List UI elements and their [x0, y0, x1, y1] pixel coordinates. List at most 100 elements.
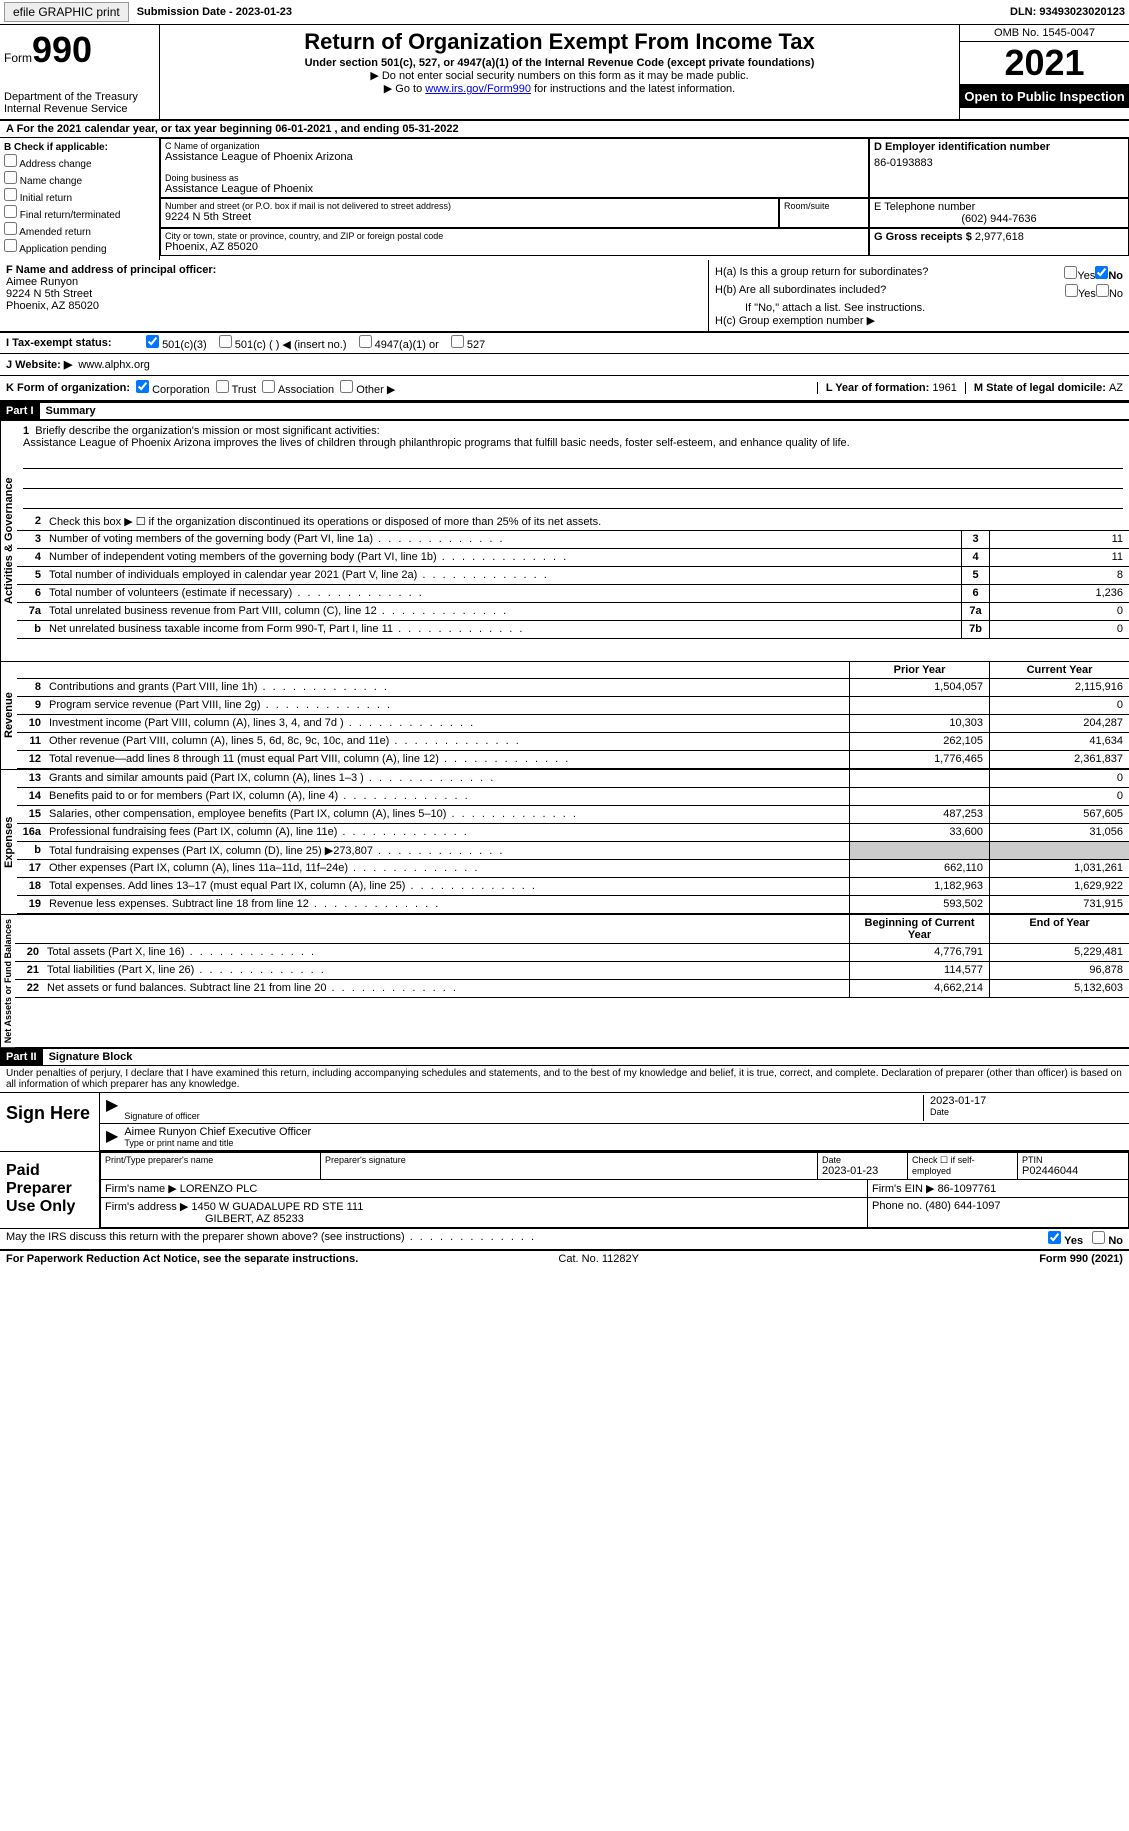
street-label: Number and street (or P.O. box if mail i…: [165, 201, 774, 211]
table-row: 20 Total assets (Part X, line 16) 4,776,…: [15, 944, 1129, 962]
form-subtitle: Under section 501(c), 527, or 4947(a)(1)…: [168, 57, 951, 69]
firm-ein-label: Firm's EIN ▶: [872, 1183, 938, 1195]
preparer-block: Paid Preparer Use Only Print/Type prepar…: [0, 1151, 1129, 1228]
revenue-vlabel: Revenue: [0, 662, 17, 769]
chk-final-return[interactable]: Final return/terminated: [4, 205, 155, 221]
tax-year: 2021: [960, 42, 1129, 85]
hb-yes[interactable]: Yes: [1065, 284, 1096, 300]
firm-name-label: Firm's name ▶: [105, 1183, 180, 1195]
treasury-dept: Department of the Treasury Internal Reve…: [4, 91, 155, 115]
firm-addr2: GILBERT, AZ 85233: [205, 1213, 304, 1225]
org-name-label: C Name of organization: [165, 141, 864, 151]
part-2-header: Part II Signature Block: [0, 1047, 1129, 1066]
gross-receipts-label: G Gross receipts $: [874, 231, 975, 243]
firm-addr-label: Firm's address ▶: [105, 1201, 191, 1213]
netassets-vlabel: Net Assets or Fund Balances: [0, 915, 15, 1047]
table-row: 5 Total number of individuals employed i…: [17, 567, 1129, 585]
form-version: Form 990 (2021): [1039, 1253, 1123, 1265]
chk-other[interactable]: Other ▶: [340, 380, 395, 396]
perjury-declaration: Under penalties of perjury, I declare th…: [0, 1066, 1129, 1092]
table-row: 9 Program service revenue (Part VIII, li…: [17, 697, 1129, 715]
mission-label: Briefly describe the organization's miss…: [35, 425, 379, 437]
page-footer: For Paperwork Reduction Act Notice, see …: [0, 1249, 1129, 1267]
dba-name: Assistance League of Phoenix: [165, 183, 864, 195]
goto-note: ▶ Go to www.irs.gov/Form990 for instruct…: [168, 82, 951, 95]
omb-number: OMB No. 1545-0047: [960, 25, 1129, 42]
table-row: 14 Benefits paid to or for members (Part…: [17, 788, 1129, 806]
prep-date: 2023-01-23: [822, 1165, 903, 1177]
chk-501c[interactable]: 501(c) ( ) ◀ (insert no.): [219, 335, 347, 351]
arrow-icon: ▶: [106, 1095, 118, 1121]
paid-preparer-label: Paid Preparer Use Only: [0, 1152, 100, 1228]
officer-name-title: Aimee Runyon Chief Executive Officer: [124, 1126, 1123, 1138]
sig-date-label: Date: [930, 1107, 1123, 1117]
netassets-section: Net Assets or Fund Balances Beginning of…: [0, 914, 1129, 1047]
firm-phone: (480) 644-1097: [925, 1200, 1000, 1212]
chk-association[interactable]: Association: [262, 380, 334, 396]
gross-receipts-value: 2,977,618: [975, 231, 1024, 243]
table-row: 19 Revenue less expenses. Subtract line …: [17, 896, 1129, 914]
header-info-block: B Check if applicable: Address change Na…: [0, 138, 1129, 260]
sig-date-value: 2023-01-17: [930, 1095, 1123, 1107]
expenses-section: Expenses 13 Grants and similar amounts p…: [0, 769, 1129, 914]
ptin-value: P02446044: [1022, 1165, 1124, 1177]
chk-4947[interactable]: 4947(a)(1) or: [359, 335, 439, 351]
top-bar: efile GRAPHIC print Submission Date - 20…: [0, 0, 1129, 25]
discuss-no[interactable]: No: [1092, 1235, 1123, 1247]
chk-amended-return[interactable]: Amended return: [4, 222, 155, 238]
chk-address-change[interactable]: Address change: [4, 154, 155, 170]
table-row: 18 Total expenses. Add lines 13–17 (must…: [17, 878, 1129, 896]
chk-501c3[interactable]: 501(c)(3): [146, 335, 207, 351]
phone-value: (602) 944-7636: [874, 213, 1124, 225]
table-row: 22 Net assets or fund balances. Subtract…: [15, 980, 1129, 998]
discuss-yes[interactable]: Yes: [1048, 1235, 1083, 1247]
submission-date-label: Submission Date - 2023-01-23: [137, 6, 292, 18]
prior-year-hdr: Prior Year: [849, 662, 989, 678]
officer-name: Aimee Runyon: [6, 276, 702, 288]
chk-trust[interactable]: Trust: [216, 380, 257, 396]
chk-name-change[interactable]: Name change: [4, 171, 155, 187]
ha-no[interactable]: No: [1095, 266, 1123, 282]
chk-527[interactable]: 527: [451, 335, 485, 351]
city-label: City or town, state or province, country…: [165, 231, 864, 241]
form-title: Return of Organization Exempt From Incom…: [168, 29, 951, 55]
current-year-hdr: Current Year: [989, 662, 1129, 678]
dba-label: Doing business as: [165, 173, 864, 183]
street-value: 9224 N 5th Street: [165, 211, 774, 223]
hb-no[interactable]: No: [1096, 284, 1123, 300]
open-to-public: Open to Public Inspection: [960, 85, 1129, 108]
org-form-row: K Form of organization: Corporation Trus…: [0, 376, 1129, 401]
ha-yes[interactable]: Yes: [1064, 266, 1095, 282]
status-i-label: I Tax-exempt status:: [6, 337, 146, 349]
officer-city: Phoenix, AZ 85020: [6, 300, 702, 312]
table-row: 15 Salaries, other compensation, employe…: [17, 806, 1129, 824]
revenue-section: Revenue Prior YearCurrent Year 8 Contrib…: [0, 661, 1129, 769]
table-row: 21 Total liabilities (Part X, line 26) 1…: [15, 962, 1129, 980]
chk-corporation[interactable]: Corporation: [136, 380, 210, 396]
table-row: 6 Total number of volunteers (estimate i…: [17, 585, 1129, 603]
k-label: K Form of organization:: [6, 382, 130, 394]
expenses-vlabel: Expenses: [0, 770, 17, 914]
part-1-header: Part I Summary: [0, 401, 1129, 420]
prep-sig-label: Preparer's signature: [325, 1155, 813, 1165]
mission-text: Assistance League of Phoenix Arizona imp…: [23, 437, 1123, 449]
hb-note: If "No," attach a list. See instructions…: [715, 302, 1123, 314]
city-value: Phoenix, AZ 85020: [165, 241, 864, 253]
efile-print-button[interactable]: efile GRAPHIC print: [4, 2, 129, 22]
org-name: Assistance League of Phoenix Arizona: [165, 151, 864, 163]
chk-initial-return[interactable]: Initial return: [4, 188, 155, 204]
irs-link[interactable]: www.irs.gov/Form990: [425, 83, 531, 95]
line-a-tax-year: A For the 2021 calendar year, or tax yea…: [0, 121, 1129, 138]
table-row: 12 Total revenue—add lines 8 through 11 …: [17, 751, 1129, 769]
state-domicile: M State of legal domicile: AZ: [965, 382, 1123, 394]
line-2: Check this box ▶ ☐ if the organization d…: [45, 513, 1129, 530]
website-label: J Website: ▶: [6, 358, 72, 371]
tax-exempt-status-row: I Tax-exempt status: 501(c)(3) 501(c) ( …: [0, 332, 1129, 354]
chk-application-pending[interactable]: Application pending: [4, 239, 155, 255]
discuss-question: May the IRS discuss this return with the…: [6, 1231, 536, 1247]
table-row: b Net unrelated business taxable income …: [17, 621, 1129, 639]
self-employed-check[interactable]: Check ☐ if self-employed: [908, 1153, 1018, 1179]
form-header: Form 990 Department of the Treasury Inte…: [0, 25, 1129, 121]
table-row: 7a Total unrelated business revenue from…: [17, 603, 1129, 621]
firm-phone-label: Phone no.: [872, 1200, 925, 1212]
